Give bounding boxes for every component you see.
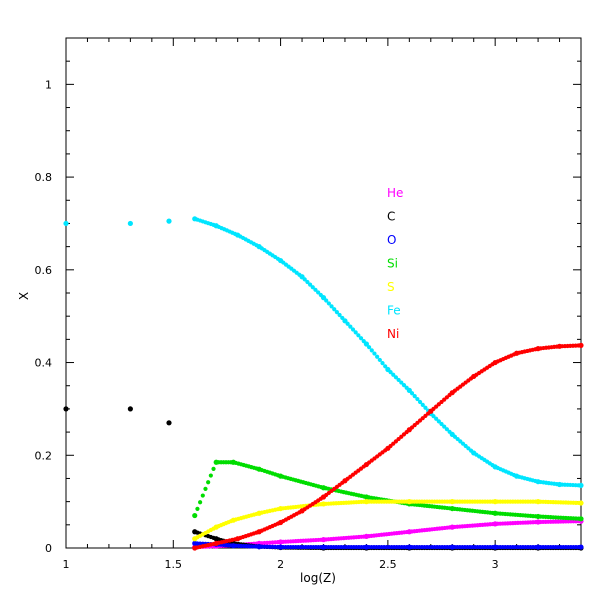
data-point — [377, 357, 382, 363]
series-c — [63, 406, 584, 551]
legend-item-s: S — [387, 280, 395, 294]
series-fe — [63, 216, 584, 489]
data-point — [195, 506, 200, 511]
legend-item-o: O — [387, 233, 396, 247]
x-axis-label: log(Z) — [300, 571, 336, 585]
data-point — [369, 348, 374, 353]
data-point — [363, 341, 370, 347]
data-point — [406, 387, 412, 393]
data-point — [310, 285, 315, 290]
data-point — [320, 295, 327, 301]
plot-axes: 1 1.5 2 2.5 3 0 0.2 0.4 0.6 0.8 1 — [35, 37, 582, 571]
data-point — [305, 279, 310, 285]
data-point — [375, 354, 380, 359]
data-point — [324, 298, 329, 303]
x-tick-label: 2.5 — [379, 558, 397, 571]
data-point — [393, 375, 399, 380]
legend-item-si: Si — [387, 257, 398, 271]
y-tick-label: 1 — [45, 78, 52, 91]
y-tick-label: 0.8 — [35, 171, 53, 184]
data-point — [396, 377, 401, 383]
y-axis-label: X — [17, 292, 31, 300]
x-tick-label: 1.5 — [165, 558, 183, 571]
data-point — [409, 391, 415, 396]
data-point — [380, 361, 385, 366]
data-point — [578, 544, 584, 550]
y-tick-label: 0.2 — [35, 449, 53, 462]
y-tick-label: 0 — [45, 542, 52, 555]
x-tick-label: 2 — [277, 558, 284, 571]
data-point — [326, 301, 331, 306]
y-tick-label: 0.4 — [35, 357, 53, 370]
data-point — [198, 500, 203, 505]
data-point — [166, 218, 172, 224]
data-point — [206, 480, 211, 485]
data-point — [372, 351, 377, 356]
data-point — [366, 345, 372, 350]
data-point — [350, 327, 356, 332]
data-point — [332, 307, 337, 312]
data-point — [578, 482, 584, 489]
data-point — [302, 277, 307, 282]
data-point — [127, 406, 133, 412]
data-point — [192, 512, 198, 519]
data-point — [208, 473, 213, 478]
data-point — [334, 310, 340, 315]
data-point — [401, 383, 407, 388]
series-o — [192, 540, 584, 550]
legend: He CO Si S Fe Ni — [387, 186, 403, 341]
data-point — [313, 287, 318, 292]
data-point — [417, 399, 423, 405]
data-point — [412, 394, 417, 399]
data-point — [578, 516, 584, 522]
data-point — [200, 493, 205, 498]
legend-item-c: C — [387, 210, 395, 224]
series-si — [192, 459, 584, 522]
data-point — [307, 282, 313, 287]
data-point — [444, 427, 449, 432]
data-point — [127, 220, 133, 227]
data-point — [383, 364, 388, 369]
data-point — [388, 370, 393, 375]
series-ni — [192, 342, 584, 551]
series-layer — [63, 216, 584, 551]
series-s — [192, 499, 584, 542]
data-point — [436, 419, 441, 424]
data-point — [337, 312, 342, 318]
data-point — [63, 406, 69, 412]
data-point — [420, 402, 425, 407]
data-point — [166, 420, 172, 426]
data-point — [434, 416, 439, 421]
data-point — [345, 321, 350, 326]
data-point — [353, 330, 358, 335]
legend-item-fe: Fe — [387, 304, 401, 318]
data-point — [203, 486, 208, 491]
x-tick-label: 3 — [492, 558, 499, 571]
data-point — [342, 318, 348, 324]
legend-item-ni: Ni — [387, 327, 399, 341]
data-point — [578, 500, 584, 506]
x-tick-label: 1 — [63, 558, 70, 571]
data-point — [358, 336, 364, 341]
data-point — [431, 414, 436, 419]
y-tick-label: 0.6 — [35, 264, 53, 277]
data-point — [399, 380, 404, 385]
data-point — [316, 290, 321, 295]
data-point — [348, 324, 353, 329]
data-point — [211, 466, 216, 471]
data-point — [391, 372, 396, 377]
data-point — [329, 304, 334, 309]
data-point — [423, 405, 428, 410]
data-point — [356, 333, 361, 338]
data-point — [439, 421, 444, 427]
data-point — [578, 342, 584, 348]
data-point — [442, 424, 447, 429]
data-point — [63, 220, 69, 227]
data-point — [415, 396, 420, 402]
legend-item-he: He — [387, 186, 403, 200]
